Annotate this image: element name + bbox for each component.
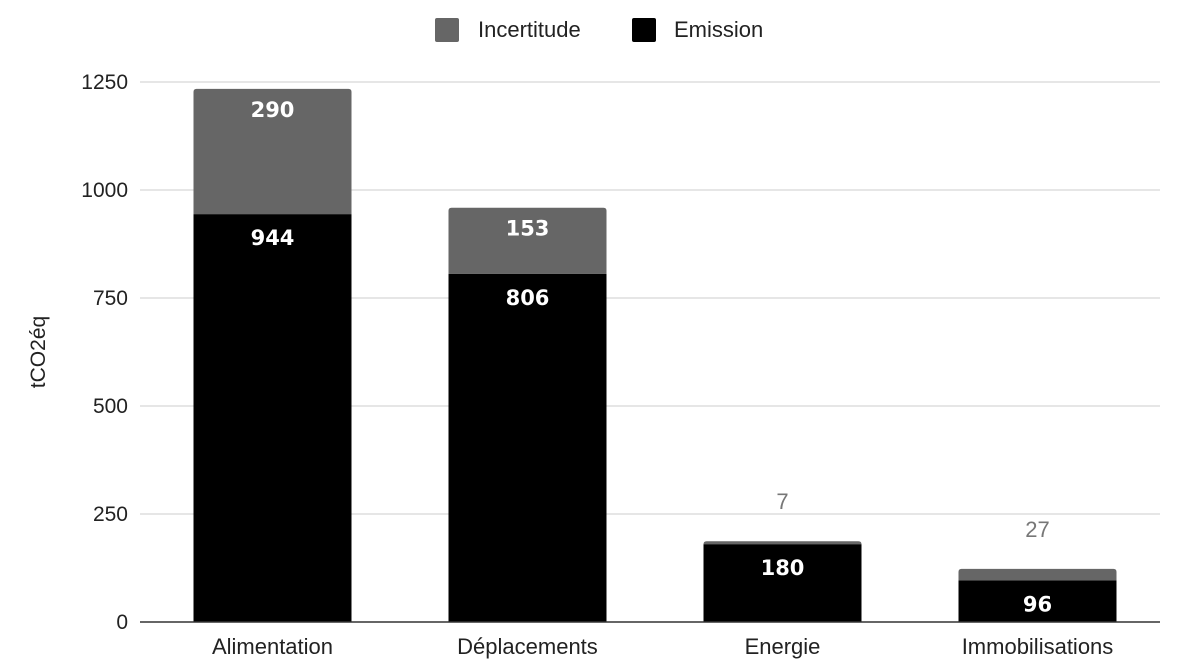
y-axis-ticks: 0 250 500 750 1000 1250	[81, 71, 128, 634]
y-axis-title: tCO2éq	[27, 316, 50, 388]
bar-emission	[703, 544, 862, 622]
data-label-incertitude: 7	[776, 489, 788, 514]
legend-label: Emission	[674, 17, 763, 42]
x-tick-label: Alimentation	[212, 634, 333, 659]
y-tick-label: 250	[93, 503, 128, 526]
data-label-incertitude: 290	[251, 98, 295, 122]
data-label-emission: 806	[506, 286, 550, 310]
bar-emission	[193, 214, 352, 622]
legend-swatch	[435, 18, 459, 42]
y-tick-label: 500	[93, 395, 128, 418]
bar-incertitude	[448, 207, 607, 274]
x-tick-label: Déplacements	[457, 634, 598, 659]
chart-legend: Incertitude Emission	[435, 17, 763, 42]
data-label-incertitude: 153	[506, 217, 550, 241]
bar-emission	[958, 580, 1117, 622]
bars	[193, 88, 1117, 622]
legend-label: Incertitude	[478, 17, 581, 42]
x-tick-label: Energie	[745, 634, 821, 659]
legend-swatch	[632, 18, 656, 42]
bar-incertitude	[958, 568, 1117, 581]
y-tick-label: 750	[93, 287, 128, 310]
y-tick-label: 1000	[81, 179, 128, 202]
data-label-incertitude: 27	[1025, 517, 1049, 542]
data-labels: 944 290 806 153 180 7 96 27	[251, 98, 1053, 617]
y-tick-label: 0	[116, 611, 128, 634]
data-label-emission: 96	[1023, 593, 1052, 617]
x-tick-label: Immobilisations	[962, 634, 1114, 659]
bar-incertitude	[703, 541, 862, 545]
data-label-emission: 180	[761, 556, 805, 580]
data-label-emission: 944	[251, 226, 295, 250]
bar-incertitude	[193, 88, 352, 215]
y-tick-label: 1250	[81, 71, 128, 94]
bar-emission	[448, 273, 607, 622]
x-axis-ticks: Alimentation Déplacements Energie Immobilis…	[212, 634, 1113, 659]
